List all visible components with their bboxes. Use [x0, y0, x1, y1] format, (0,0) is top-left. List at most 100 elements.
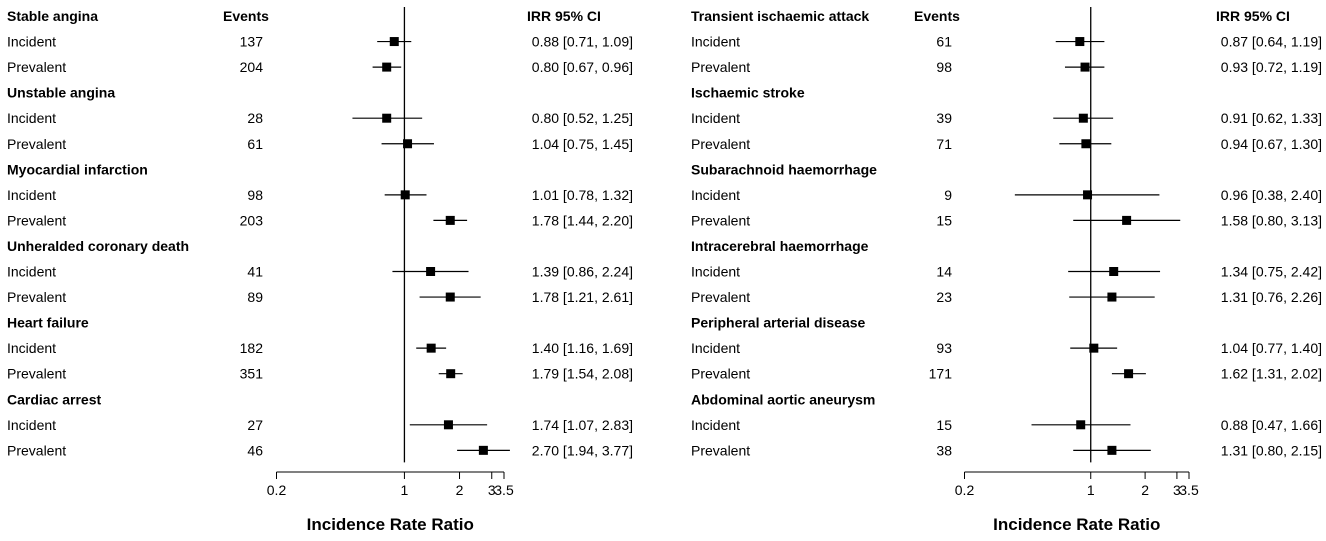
row-label: Incident	[7, 417, 56, 433]
irr-ci-value: 0.93 [0.72, 1.19]	[1221, 59, 1322, 75]
row-label: Incident	[7, 340, 56, 356]
point-estimate-marker	[1075, 37, 1085, 47]
point-estimate-marker	[1076, 420, 1086, 430]
group-title: Unheralded coronary death	[7, 238, 189, 254]
point-estimate-marker	[1078, 113, 1088, 123]
events-value: 61	[247, 136, 263, 152]
group-title: Transient ischaemic attack	[691, 8, 869, 24]
events-value: 93	[936, 340, 952, 356]
row-label: Prevalent	[7, 59, 66, 75]
row-label: Incident	[691, 187, 740, 203]
point-estimate-marker	[382, 113, 392, 123]
events-value: 182	[240, 340, 264, 356]
x-tick-label: 1	[401, 482, 409, 498]
irr-ci-value: 1.62 [1.31, 2.02]	[1221, 366, 1322, 382]
point-estimate-marker	[1109, 267, 1119, 276]
events-value: 351	[240, 366, 264, 382]
events-value: 27	[247, 417, 263, 433]
events-value: 137	[240, 34, 264, 50]
x-axis-title: Incidence Rate Ratio	[307, 515, 474, 534]
point-estimate-marker	[382, 62, 392, 72]
irr-ci-value: 0.87 [0.64, 1.19]	[1221, 34, 1322, 50]
group-title: Unstable angina	[7, 85, 115, 101]
events-value: 71	[936, 136, 952, 152]
point-estimate-marker	[1081, 139, 1091, 149]
point-estimate-marker	[1107, 292, 1117, 302]
x-tick-label: 0.2	[955, 482, 975, 498]
row-label: Incident	[7, 187, 56, 203]
group-title: Abdominal aortic aneurysm	[691, 391, 875, 407]
row-label: Prevalent	[691, 212, 750, 228]
x-tick-label: 3.5	[1179, 482, 1199, 498]
irr-ci-value: 1.04 [0.75, 1.45]	[532, 136, 633, 152]
irr-ci-value: 0.88 [0.71, 1.09]	[532, 34, 633, 50]
group-title: Stable angina	[7, 8, 98, 24]
point-estimate-marker	[1080, 62, 1090, 72]
x-tick-label: 3.5	[494, 482, 514, 498]
irr-ci-value: 0.88 [0.47, 1.66]	[1221, 417, 1322, 433]
events-value: 23	[936, 289, 952, 305]
row-label: Prevalent	[7, 289, 66, 305]
point-estimate-marker	[389, 37, 399, 47]
x-tick-label: 1	[1087, 482, 1095, 498]
events-value: 28	[247, 110, 263, 126]
row-label: Incident	[7, 110, 56, 126]
row-label: Incident	[691, 264, 740, 280]
events-value: 171	[929, 366, 953, 382]
events-value: 39	[936, 110, 952, 126]
irr-ci-value: 0.80 [0.52, 1.25]	[532, 110, 633, 126]
row-label: Prevalent	[691, 442, 750, 458]
irr-ci-value: 0.94 [0.67, 1.30]	[1221, 136, 1322, 152]
point-estimate-marker	[1107, 445, 1117, 455]
row-label: Incident	[7, 34, 56, 50]
events-value: 46	[247, 442, 263, 458]
events-value: 203	[240, 212, 264, 228]
x-tick-label: 3	[488, 482, 496, 498]
events-column-header: Events	[223, 8, 269, 24]
point-estimate-marker	[426, 267, 436, 276]
events-column-header: Events	[914, 8, 960, 24]
events-value: 15	[936, 212, 952, 228]
events-value: 15	[936, 417, 952, 433]
row-label: Incident	[691, 110, 740, 126]
group-title: Cardiac arrest	[7, 391, 102, 407]
irr-ci-value: 1.01 [0.78, 1.32]	[532, 187, 633, 203]
point-estimate-marker	[1083, 190, 1093, 200]
group-title: Intracerebral haemorrhage	[691, 238, 869, 254]
x-tick-label: 0.2	[267, 482, 287, 498]
x-tick-label: 3	[1173, 482, 1181, 498]
row-label: Incident	[691, 417, 740, 433]
point-estimate-marker	[1089, 343, 1099, 353]
row-label: Prevalent	[7, 136, 66, 152]
forest-panel-cardiac: Events IRR 95% CI Stable angina Incident 137…	[7, 7, 633, 534]
group-title: Subarachnoid haemorrhage	[691, 161, 877, 177]
irr-ci-value: 1.78 [1.44, 2.20]	[532, 212, 633, 228]
group-title: Peripheral arterial disease	[691, 315, 866, 331]
x-tick-label: 2	[1141, 482, 1149, 498]
group-title: Ischaemic stroke	[691, 85, 805, 101]
irr-ci-value: 1.39 [0.86, 2.24]	[532, 264, 633, 280]
row-label: Prevalent	[691, 59, 750, 75]
irr-ci-value: 1.79 [1.54, 2.08]	[532, 366, 633, 382]
irr-ci-value: 1.04 [0.77, 1.40]	[1221, 340, 1322, 356]
events-value: 14	[936, 264, 952, 280]
forest-panel-cerebrovascular: Events IRR 95% CI Transient ischaemic atta…	[691, 7, 1322, 534]
irr-ci-value: 0.80 [0.67, 0.96]	[532, 59, 633, 75]
point-estimate-marker	[445, 292, 455, 302]
point-estimate-marker	[400, 190, 410, 200]
row-label: Prevalent	[7, 212, 66, 228]
point-estimate-marker	[426, 343, 436, 353]
irr-ci-value: 1.58 [0.80, 3.13]	[1221, 212, 1322, 228]
irr-ci-value: 0.91 [0.62, 1.33]	[1221, 110, 1322, 126]
point-estimate-marker	[446, 369, 456, 379]
group-title: Myocardial infarction	[7, 161, 148, 177]
irr-ci-value: 2.70 [1.94, 3.77]	[532, 442, 633, 458]
events-value: 204	[240, 59, 264, 75]
irr-ci-column-header: IRR 95% CI	[1216, 8, 1290, 24]
row-label: Prevalent	[7, 442, 66, 458]
point-estimate-marker	[403, 139, 413, 149]
point-estimate-marker	[478, 445, 488, 455]
x-tick-label: 2	[456, 482, 464, 498]
row-label: Prevalent	[691, 366, 750, 382]
